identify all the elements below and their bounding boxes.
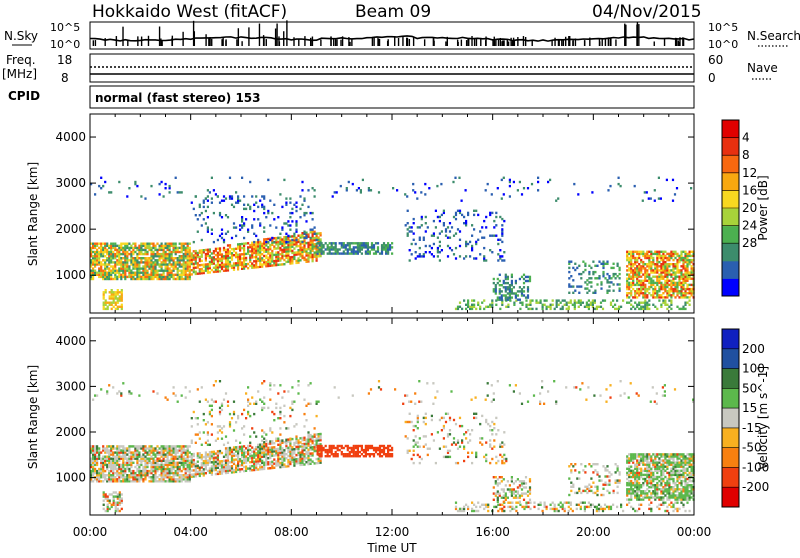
colorbar-swatch — [722, 408, 739, 428]
y-tick-label: 4000 — [55, 334, 86, 348]
noise-left-tick-bottom: 10^0 — [50, 38, 80, 51]
y-tick-label: 3000 — [55, 379, 86, 393]
cpid-label: CPID — [8, 89, 40, 103]
colorbar-tick-label: 20 — [742, 201, 757, 215]
y-tick-label: 4000 — [55, 130, 86, 144]
x-axis-tick-labels: 00:00 04:00 08:00 12:00 16:00 20:00 00:00 — [73, 525, 712, 539]
colorbar-swatch — [722, 155, 739, 173]
velocity-ylabel: Slant Range [km] — [26, 365, 40, 469]
freq-unit-label: [MHz] — [2, 67, 37, 81]
colorbar-tick-label: 24 — [742, 219, 757, 233]
colorbar-swatch — [722, 138, 739, 156]
x-tick-label: 12:00 — [375, 525, 410, 539]
colorbar-tick-label: 15 — [742, 401, 757, 415]
power-panel: 1000 2000 3000 4000 Slant Range [km] — [26, 114, 695, 313]
colorbar-swatch — [722, 226, 739, 244]
x-axis-title: Time UT — [366, 541, 417, 554]
colorbar-swatch — [722, 349, 739, 369]
x-tick-label: 08:00 — [274, 525, 309, 539]
freq-tick-top: 18 — [57, 53, 72, 67]
colorbar-tick-label: 200 — [742, 342, 765, 356]
power-data-cells — [90, 177, 695, 311]
freq-tick-bottom: 8 — [61, 71, 69, 85]
colorbar-swatch — [722, 120, 739, 138]
n-search-label: N.Search — [747, 29, 800, 43]
y-tick-label: 1000 — [55, 471, 86, 485]
power-colorbar-label: Power [dB] — [756, 175, 770, 240]
colorbar-swatch — [722, 388, 739, 408]
colorbar-tick-label: 4 — [742, 131, 750, 145]
freq-label: Freq. — [6, 53, 36, 67]
colorbar-swatch — [722, 190, 739, 208]
colorbar-swatch — [722, 243, 739, 261]
colorbar-swatch — [722, 329, 739, 349]
x-tick-label: 00:00 — [677, 525, 712, 539]
nave-tick-top: 60 — [708, 53, 723, 67]
freq-panel: 18 8 60 0 Freq. [MHz] Nave — [2, 53, 778, 85]
colorbar-swatch — [722, 278, 739, 296]
date-label: 04/Nov/2015 — [592, 2, 702, 22]
colorbar-swatch — [722, 261, 739, 279]
velocity-colorbar-label: Velocity [m s^-1] — [756, 366, 770, 470]
cpid-value: normal (fast stereo) 153 — [95, 91, 261, 105]
nave-label: Nave — [747, 61, 778, 75]
noise-sky-bars — [93, 20, 683, 46]
colorbar-tick-label: 50 — [742, 381, 757, 395]
x-tick-label: 00:00 — [73, 525, 108, 539]
colorbar-tick-label: 8 — [742, 148, 750, 162]
colorbar-tick-label: 28 — [742, 236, 757, 250]
x-tick-label: 20:00 — [576, 525, 611, 539]
colorbar-swatch — [722, 467, 739, 487]
velocity-data-cells — [90, 380, 695, 512]
colorbar-swatch — [722, 369, 739, 389]
velocity-panel: 1000 2000 3000 4000 Slant Range [km] — [26, 318, 695, 515]
nave-tick-bottom: 0 — [708, 71, 716, 85]
power-ylabel: Slant Range [km] — [26, 162, 40, 266]
x-tick-label: 04:00 — [173, 525, 208, 539]
colorbar-tick-label: 12 — [742, 166, 757, 180]
noise-right-tick-top: 10^5 — [708, 21, 738, 34]
n-sky-label: N.Sky — [4, 29, 38, 43]
colorbar-swatch — [722, 208, 739, 226]
colorbar-tick-label: -200 — [742, 480, 769, 494]
power-x-ticks — [90, 114, 694, 313]
beam-label: Beam 09 — [355, 2, 431, 22]
x-tick-label: 16:00 — [475, 525, 510, 539]
noise-left-tick-top: 10^5 — [50, 21, 80, 34]
radar-title: Hokkaido West (fitACF) — [92, 2, 287, 22]
colorbar-swatch — [722, 448, 739, 468]
colorbar-swatch — [722, 487, 739, 507]
power-colorbar: 4 8 12 16 20 24 28 Power [dB] — [722, 120, 770, 297]
colorbar-swatch — [722, 173, 739, 191]
y-tick-label: 2000 — [55, 222, 86, 236]
noise-panel: 10^5 10^0 10^5 10^0 N.Sky N.Search — [4, 20, 800, 51]
cpid-panel: normal (fast stereo) 153 CPID — [8, 86, 694, 108]
noise-search-line — [90, 36, 694, 41]
y-tick-label: 2000 — [55, 425, 86, 439]
colorbar-tick-label: 16 — [742, 183, 757, 197]
y-tick-label: 1000 — [55, 268, 86, 282]
noise-right-tick-bottom: 10^0 — [708, 38, 738, 51]
y-tick-label: 3000 — [55, 176, 86, 190]
colorbar-swatch — [722, 428, 739, 448]
